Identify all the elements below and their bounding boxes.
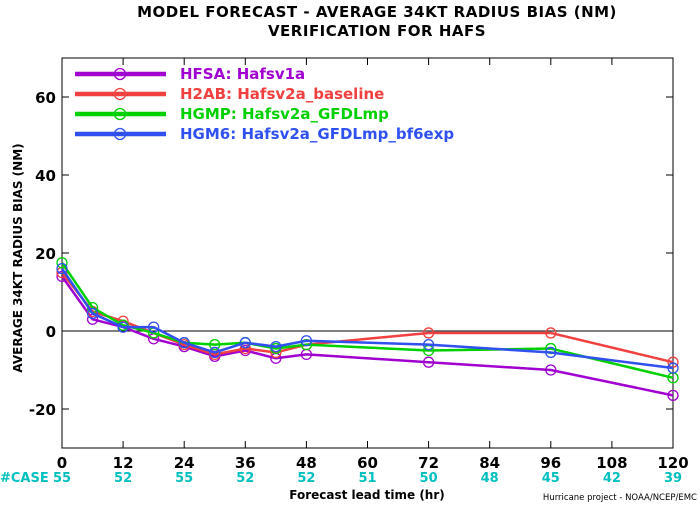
data-point xyxy=(270,340,282,353)
data-point xyxy=(545,364,557,376)
legend-entry: H2AB: Hafsv2a_baseline xyxy=(75,85,384,103)
case-count: 55 xyxy=(53,471,71,486)
chart-subtitle: VERIFICATION FOR HAFS xyxy=(268,22,486,40)
x-tick-label: 12 xyxy=(113,454,134,472)
series-line xyxy=(60,267,674,370)
case-count: 51 xyxy=(358,471,376,486)
case-count: 39 xyxy=(664,471,682,486)
legend-marker xyxy=(113,67,127,81)
legend-label: HFSA: Hafsv1a xyxy=(180,65,305,83)
y-tick-label: 60 xyxy=(35,89,56,107)
chart-title: MODEL FORECAST - AVERAGE 34KT RADIUS BIA… xyxy=(137,3,617,21)
data-point xyxy=(422,327,435,339)
case-count: 52 xyxy=(297,471,315,486)
legend-marker xyxy=(113,107,127,121)
series-layer xyxy=(56,257,679,402)
series-hgm6 xyxy=(56,262,679,374)
x-tick-label: 84 xyxy=(479,454,500,472)
y-axis-ticks: -20 0 20 40 60 xyxy=(29,89,673,419)
credit-text: Hurricane project - NOAA/NCEP/EMC xyxy=(543,493,697,503)
legend-marker xyxy=(113,127,127,141)
data-point xyxy=(422,338,435,351)
y-axis-label: AVERAGE 34KT RADIUS BIAS (NM) xyxy=(11,143,25,372)
series-line xyxy=(60,262,674,380)
case-counts: 55 52 55 52 52 51 50 48 45 42 39 xyxy=(53,471,682,486)
data-point xyxy=(239,337,251,349)
data-point xyxy=(667,389,679,402)
data-point xyxy=(147,321,160,333)
legend-entry: HGMP: Hafsv2a_GFDLmp xyxy=(75,105,389,123)
legend-marker xyxy=(113,87,127,101)
case-count: 50 xyxy=(420,471,438,486)
legend-entry: HFSA: Hafsv1a xyxy=(75,65,305,83)
x-tick-label: 72 xyxy=(418,454,439,472)
x-axis-label: Forecast lead time (hr) xyxy=(289,488,445,502)
legend-label: HGM6: Hafsv2a_GFDLmp_bf6exp xyxy=(180,125,454,143)
x-tick-label: 60 xyxy=(357,454,378,472)
x-tick-label: 24 xyxy=(174,454,195,472)
legend: HFSA: Hafsv1a H2AB: Hafsv2a_baseline HGMP:… xyxy=(75,65,454,143)
data-point xyxy=(209,338,221,351)
legend-label: H2AB: Hafsv2a_baseline xyxy=(180,85,384,103)
data-point xyxy=(667,362,679,374)
case-count: 55 xyxy=(175,471,193,486)
legend-entry: HGM6: Hafsv2a_GFDLmp_bf6exp xyxy=(75,125,454,143)
y-tick-label: 20 xyxy=(35,245,56,263)
case-count: 45 xyxy=(542,471,560,486)
data-point xyxy=(545,346,557,359)
data-point xyxy=(178,337,190,349)
case-count: 48 xyxy=(481,471,499,486)
y-tick-label: 40 xyxy=(35,167,56,185)
x-tick-label: 108 xyxy=(596,454,627,472)
y-tick-label: 0 xyxy=(46,323,56,341)
case-count: 52 xyxy=(236,471,254,486)
case-count: 42 xyxy=(603,471,621,486)
legend-label: HGMP: Hafsv2a_GFDLmp xyxy=(180,105,389,123)
data-point xyxy=(545,327,557,339)
x-tick-label: 96 xyxy=(540,454,561,472)
case-label: #CASE xyxy=(0,471,49,486)
data-point xyxy=(117,321,129,333)
x-tick-label: 48 xyxy=(296,454,317,472)
case-count: 52 xyxy=(114,471,132,486)
x-tick-label: 36 xyxy=(235,454,256,472)
data-point xyxy=(209,346,221,359)
data-point xyxy=(56,257,68,269)
series-hgmp xyxy=(56,257,679,384)
x-tick-label: 120 xyxy=(657,454,688,472)
x-tick-label: 0 xyxy=(57,454,67,472)
x-axis-ticks: 0 12 24 36 48 60 72 84 96 108 120 xyxy=(57,58,689,472)
data-point xyxy=(300,335,313,347)
series-h2ab xyxy=(56,266,679,368)
series-line xyxy=(60,275,674,397)
data-point xyxy=(56,262,68,275)
data-point xyxy=(422,356,435,368)
data-point xyxy=(86,307,99,320)
y-tick-label: -20 xyxy=(29,401,56,419)
